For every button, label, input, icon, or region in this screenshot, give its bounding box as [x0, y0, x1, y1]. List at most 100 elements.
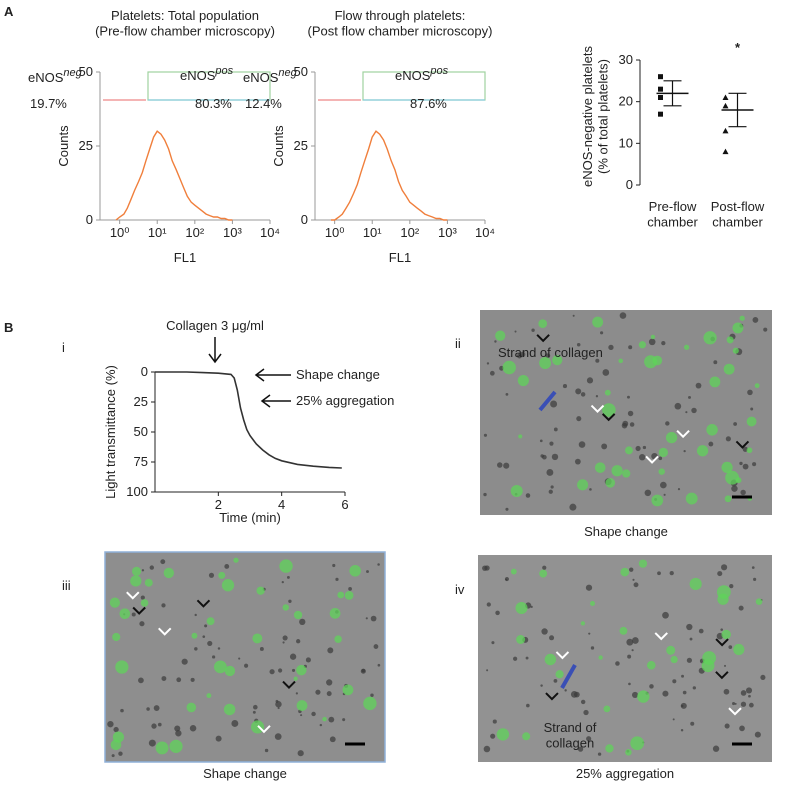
- cell: [194, 647, 198, 651]
- cell: [708, 441, 714, 447]
- cell: [495, 610, 500, 616]
- cell: [305, 657, 311, 663]
- micrograph-annotation: Strand of collagen: [498, 345, 603, 360]
- fluorescent-cell: [725, 470, 740, 485]
- cell: [541, 628, 548, 635]
- x-tick-label: 4: [278, 497, 285, 512]
- cell: [717, 571, 723, 577]
- fluorescent-cell: [625, 749, 632, 756]
- cell: [674, 402, 682, 410]
- fluorescent-cell: [337, 591, 345, 599]
- x-tick-label: 10⁰: [325, 225, 345, 240]
- cell: [319, 723, 323, 727]
- fluorescent-cell: [723, 363, 735, 375]
- fluorescent-cell: [716, 585, 731, 599]
- y-axis-label-group: Counts: [271, 125, 286, 167]
- fluorescent-cell: [539, 569, 548, 578]
- fluorescent-cell: [552, 355, 563, 366]
- cell: [633, 582, 639, 588]
- cell: [204, 624, 208, 628]
- cell: [492, 719, 497, 724]
- fluorescent-cell: [502, 360, 516, 375]
- cell: [516, 353, 522, 359]
- cell: [562, 384, 568, 389]
- arrowhead: [601, 413, 616, 422]
- cell: [207, 640, 213, 647]
- cell: [484, 565, 490, 571]
- cell: [315, 689, 321, 695]
- cell: [619, 312, 627, 319]
- cell: [526, 703, 530, 708]
- cell: [161, 676, 167, 681]
- chart-title: Platelets: Total population (Pre-flow cha…: [95, 8, 275, 39]
- cell: [689, 637, 693, 641]
- gate-sup: neg: [63, 67, 82, 79]
- cell: [724, 723, 730, 729]
- cell: [299, 618, 306, 626]
- gate-name: eNOS: [28, 70, 64, 85]
- cell: [140, 595, 145, 600]
- fluorescent-cell: [726, 336, 734, 344]
- cell: [551, 453, 559, 461]
- cell: [329, 736, 336, 743]
- fluorescent-cell: [110, 739, 122, 751]
- cell: [491, 641, 495, 645]
- fluorescent-cell: [650, 334, 656, 340]
- x-tick-label: 10¹: [148, 225, 167, 240]
- micrograph-caption: Shape change: [584, 524, 668, 539]
- arrowhead: [555, 651, 570, 660]
- fluorescent-cell: [670, 655, 678, 664]
- cell: [483, 433, 488, 437]
- fluorescent-cell: [618, 358, 624, 364]
- subpanel-label: i: [62, 340, 65, 355]
- gate-sup: pos: [214, 65, 233, 77]
- cell: [118, 751, 123, 756]
- cell: [658, 456, 663, 461]
- fluorescent-cell: [224, 665, 236, 677]
- cell: [286, 575, 290, 579]
- cell: [149, 565, 154, 570]
- cell: [503, 462, 510, 469]
- cell: [752, 317, 759, 323]
- cell: [665, 421, 670, 426]
- cell: [564, 689, 567, 692]
- cell: [601, 443, 608, 450]
- cell: [629, 422, 635, 427]
- arrowhead: [132, 606, 146, 615]
- cell: [295, 692, 298, 695]
- fluorescent-cell: [251, 720, 265, 734]
- cell: [660, 481, 667, 489]
- fluorescent-cell: [732, 322, 744, 334]
- annotation-arrow: [208, 337, 222, 364]
- fluorescent-cell: [604, 389, 611, 396]
- cell: [189, 724, 197, 732]
- fluorescent-cell: [115, 660, 129, 674]
- y-tick-label: 30: [619, 52, 633, 67]
- arrowhead: [257, 725, 271, 734]
- cell: [542, 565, 547, 570]
- fluorescent-cell: [130, 575, 142, 587]
- data-line: [331, 130, 448, 221]
- cell: [740, 701, 747, 707]
- fluorescent-cell: [539, 357, 552, 370]
- cell: [626, 638, 634, 646]
- fluorescent-cell: [515, 602, 528, 615]
- cell: [377, 663, 381, 667]
- fluorescent-cell: [279, 559, 293, 573]
- gate-name: eNOS: [243, 70, 279, 85]
- cell: [332, 563, 336, 568]
- cell: [335, 577, 339, 581]
- cell: [682, 690, 687, 695]
- cell: [238, 657, 241, 660]
- cell: [638, 454, 646, 461]
- collagen-arrow: [538, 390, 557, 412]
- cell: [680, 702, 687, 709]
- y-tick-label: 75: [134, 454, 148, 469]
- arrowhead: [645, 455, 659, 464]
- cell: [686, 657, 692, 663]
- annotation: Shape change: [296, 367, 380, 382]
- fluorescent-cell: [522, 732, 531, 741]
- cell: [326, 691, 332, 697]
- data-point: [658, 111, 663, 117]
